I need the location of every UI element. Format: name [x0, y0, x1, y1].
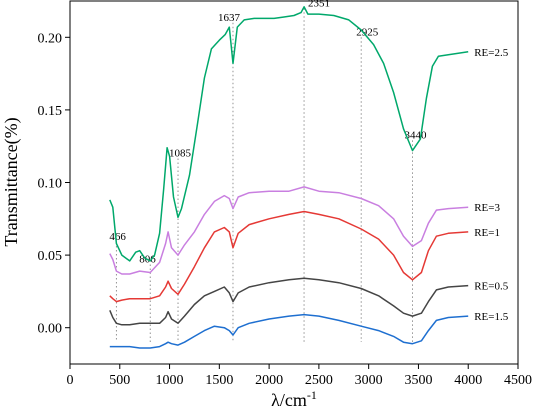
series-line-re-2-5	[109, 6, 469, 262]
x-tick-label-7: 3500	[404, 373, 432, 388]
series-line-re-1	[109, 210, 469, 303]
peak-label-466: 466	[109, 231, 126, 243]
y-tick-label-1: 0.05	[38, 249, 63, 264]
x-tick-label-3: 1500	[205, 373, 233, 388]
series-line-re-1-5	[109, 313, 469, 349]
peak-label-1085: 1085	[169, 148, 192, 160]
series-label-re-3: RE=3	[474, 202, 500, 214]
x-tick-label-0: 0	[67, 373, 74, 388]
x-tick-label-6: 3000	[355, 373, 383, 388]
y-axis-title: Transmittance(%)	[1, 117, 22, 246]
axis-ticks: 0 500 1000 1500 2000 2500 3000 3500 4000 4500 0.00…	[38, 31, 533, 388]
peak-label-2351: 2351	[308, 0, 330, 9]
x-tick-label-5: 2500	[305, 373, 333, 388]
series-line-re-0-5	[109, 277, 469, 326]
series-lines	[109, 6, 469, 349]
y-tick-label-4: 0.20	[38, 31, 63, 46]
series-label-re-1-5: RE=1.5	[474, 311, 509, 323]
y-tick-label-0: 0.00	[38, 322, 63, 337]
x-tick-label-8: 4000	[454, 373, 482, 388]
x-tick-label-4: 2000	[255, 373, 283, 388]
x-axis-title-superscript: -1	[307, 388, 317, 402]
x-axis-title-main: λ/cm	[271, 390, 307, 410]
peak-label-1637: 1637	[218, 12, 241, 24]
plot-frame	[69, 0, 519, 365]
y-tick-label-2: 0.10	[38, 177, 63, 192]
series-line-re-3	[109, 186, 469, 275]
series-label-re-2-5: RE=2.5	[474, 47, 509, 59]
x-tick-label-9: 4500	[504, 373, 532, 388]
series-label-re-1: RE=1	[474, 227, 500, 239]
peak-label-2925: 2925	[356, 26, 379, 38]
x-tick-label-2: 1000	[156, 373, 184, 388]
series-labels: RE=2.5 RE=3 RE=1 RE=0.5 RE=1.5	[474, 47, 509, 323]
series-label-re-0-5: RE=0.5	[474, 281, 509, 293]
y-tick-label-3: 0.15	[38, 104, 63, 119]
x-axis-title: λ/cm-1	[271, 388, 317, 410]
x-tick-label-1: 500	[109, 373, 130, 388]
